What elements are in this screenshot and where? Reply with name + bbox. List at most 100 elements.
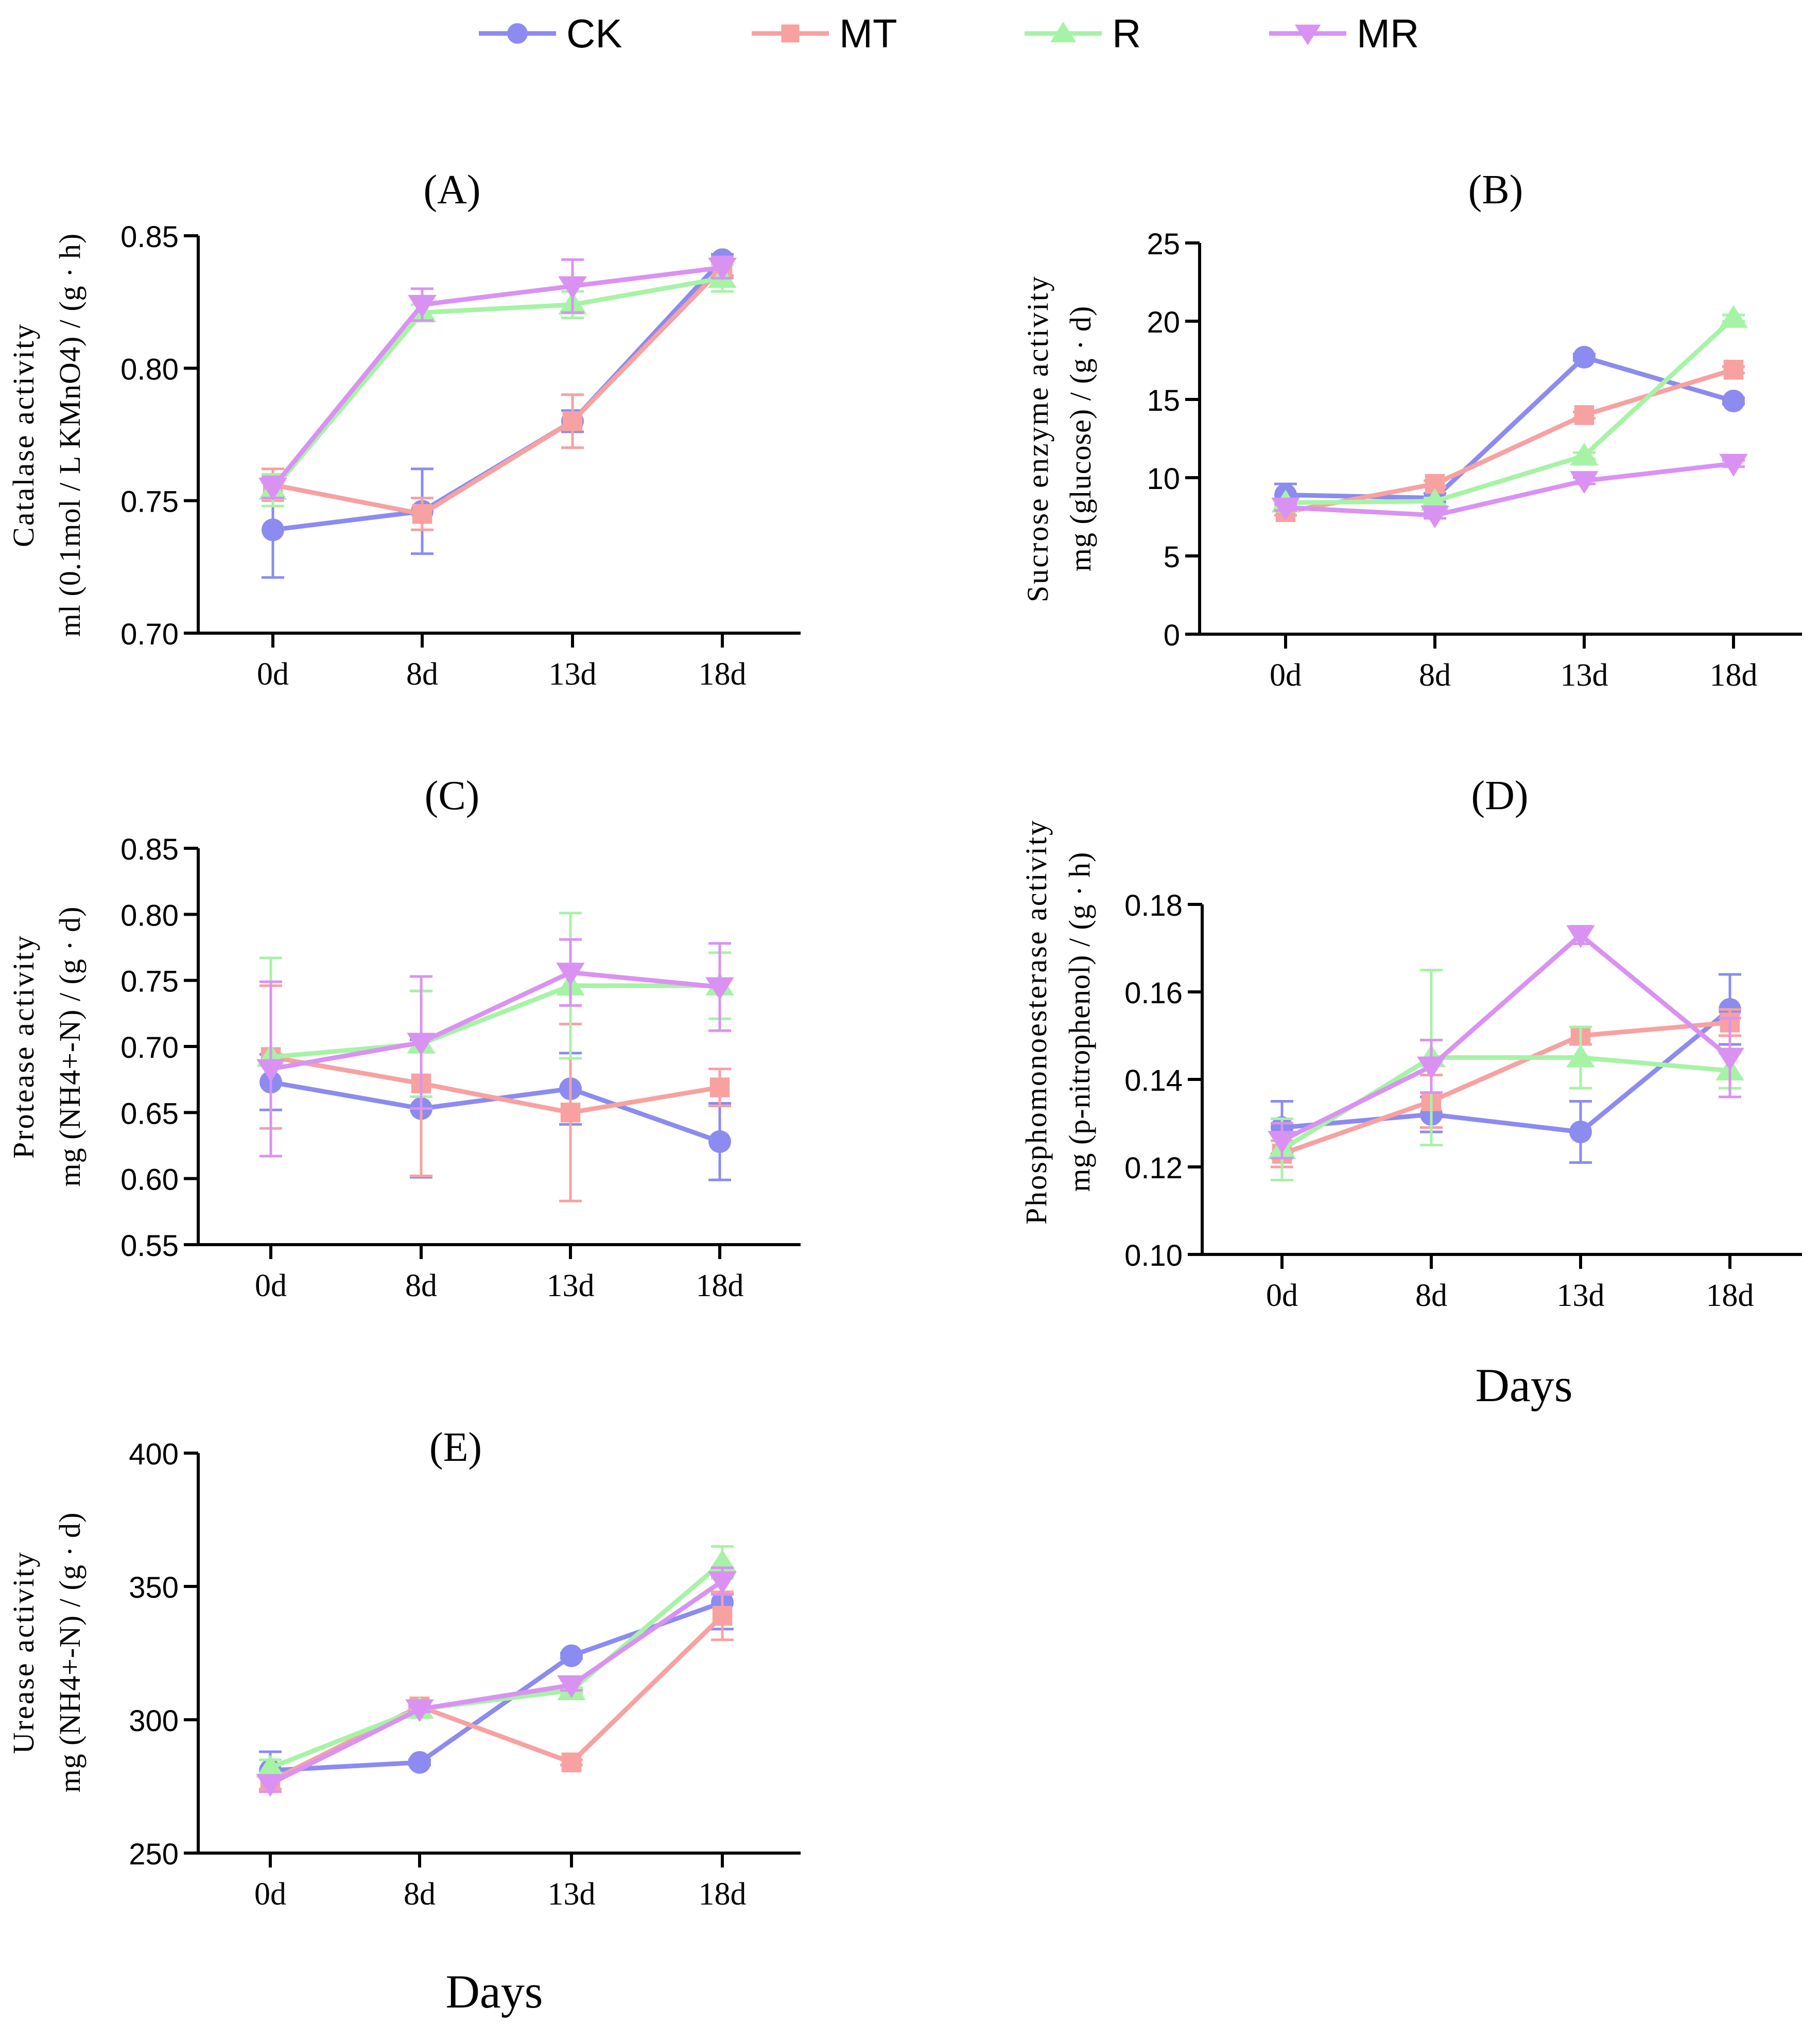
x-tick-label: 13d <box>1557 1278 1605 1313</box>
data-point <box>558 276 587 300</box>
x-tick-label: 8d <box>406 657 438 692</box>
y-tick-label: 250 <box>129 1838 179 1871</box>
panel-title: (D) <box>1471 773 1528 818</box>
data-point <box>1719 453 1748 477</box>
legend: CK MT R MR <box>479 11 1419 56</box>
y-tick-label: 0.70 <box>120 1031 179 1064</box>
legend-label: MT <box>839 11 897 56</box>
data-point <box>1566 1044 1595 1068</box>
y-tick-label: 0.70 <box>120 618 179 651</box>
y-axis-label: ml (0.1mol / L KMnO4) / (g · h) <box>53 233 86 637</box>
y-tick-label: 0.85 <box>120 220 179 254</box>
data-point <box>705 977 734 1000</box>
y-axis-label: mg (NH4+-N) / (g · d) <box>53 1512 86 1793</box>
data-point <box>1417 1056 1446 1079</box>
data-point <box>1271 497 1300 521</box>
y-tick-label: 0.14 <box>1124 1064 1183 1097</box>
data-point <box>557 1675 586 1698</box>
data-point <box>408 294 437 318</box>
panel-title: (B) <box>1468 167 1523 213</box>
y-tick-label: 0.10 <box>1124 1239 1183 1272</box>
data-point <box>1566 925 1595 948</box>
data-point <box>1719 305 1748 328</box>
y-tick-label: 350 <box>129 1571 179 1604</box>
data-point <box>256 1059 285 1082</box>
y-axis-label: Catalase activity <box>7 323 40 547</box>
legend-marker <box>1050 22 1077 43</box>
x-axis-label: Days <box>1475 1359 1572 1411</box>
y-tick-label: 0.80 <box>120 899 179 932</box>
series-line <box>1281 1020 1730 1156</box>
y-tick-label: 20 <box>1147 306 1180 339</box>
data-point <box>408 1751 431 1774</box>
series-mr <box>256 1566 737 1797</box>
data-point <box>262 518 284 542</box>
series-line <box>1285 461 1734 518</box>
data-point <box>709 1077 730 1097</box>
series-mt <box>1271 1008 1741 1168</box>
data-point <box>405 1699 434 1722</box>
y-tick-label: 5 <box>1164 540 1180 574</box>
data-point <box>1420 505 1449 529</box>
y-tick-label: 0.18 <box>1124 889 1183 922</box>
y-axis-label: mg (glucose) / (g · d) <box>1064 306 1097 571</box>
x-tick-label: 18d <box>696 1268 744 1303</box>
y-tick-label: 0.75 <box>120 485 179 519</box>
data-point <box>708 1130 731 1153</box>
series-r <box>1271 305 1748 513</box>
series-line <box>269 1614 724 1784</box>
series-r <box>256 1545 737 1778</box>
data-point <box>1570 443 1599 466</box>
panel-title: (E) <box>429 1425 482 1470</box>
panel-title: (A) <box>423 167 480 213</box>
x-tick-label: 8d <box>405 1268 437 1303</box>
y-tick-label: 0.85 <box>120 833 179 866</box>
panel-d: (D) 0.10 0.12 0.14 0.16 0.18 0d 8d 13d 18d Phospho… <box>1019 773 1802 1411</box>
series-line <box>270 1055 720 1115</box>
y-tick-label: 10 <box>1147 462 1180 496</box>
legend-marker <box>507 23 528 44</box>
panel-e: (E) 250 300 350 400 0d 8d 13d 18d Urease activity… <box>7 1425 801 2018</box>
data-point <box>1574 405 1594 425</box>
y-tick-label: 25 <box>1147 228 1180 261</box>
data-point <box>1573 345 1596 369</box>
data-point <box>560 1644 583 1667</box>
series-ck <box>259 1038 731 1181</box>
series-mr <box>258 255 737 501</box>
y-tick-label: 15 <box>1147 384 1180 417</box>
x-tick-label: 18d <box>1706 1278 1754 1313</box>
series-line <box>272 266 724 516</box>
series-line <box>269 1579 724 1786</box>
series-line <box>269 1560 724 1770</box>
data-point <box>1420 488 1449 511</box>
data-point <box>1570 471 1599 494</box>
x-tick-label: 13d <box>547 1268 595 1303</box>
data-point <box>256 1774 285 1797</box>
x-tick-label: 18d <box>699 1877 747 1912</box>
legend-item-r: R <box>1025 11 1141 56</box>
y-tick-label: 0.65 <box>120 1097 179 1130</box>
data-point <box>1715 1048 1744 1071</box>
data-point <box>1723 359 1744 380</box>
x-tick-label: 0d <box>1270 658 1302 693</box>
legend-marker <box>1294 24 1321 45</box>
y-axis-label: Sucrose enzyme activity <box>1021 275 1054 602</box>
series-mt <box>262 257 734 531</box>
data-point <box>407 1033 436 1056</box>
series-line <box>1280 933 1731 1143</box>
panel-c: (C) 0.55 0.60 0.65 0.70 0.75 0.80 0.85 0d 8d 13d 18… <box>7 773 801 1303</box>
x-tick-label: 18d <box>1710 658 1758 693</box>
y-axis-label: Protease activity <box>7 934 40 1159</box>
series-line <box>271 265 723 489</box>
legend-item-ck: CK <box>479 11 622 56</box>
y-tick-label: 0.55 <box>120 1229 179 1263</box>
y-tick-label: 0.75 <box>120 965 179 999</box>
x-tick-label: 8d <box>1419 658 1451 693</box>
series-line <box>270 1079 721 1144</box>
series-line <box>271 275 723 492</box>
x-tick-label: 0d <box>255 1268 287 1303</box>
legend-label: R <box>1112 11 1141 56</box>
series-line <box>270 970 720 1072</box>
data-point <box>412 504 432 524</box>
